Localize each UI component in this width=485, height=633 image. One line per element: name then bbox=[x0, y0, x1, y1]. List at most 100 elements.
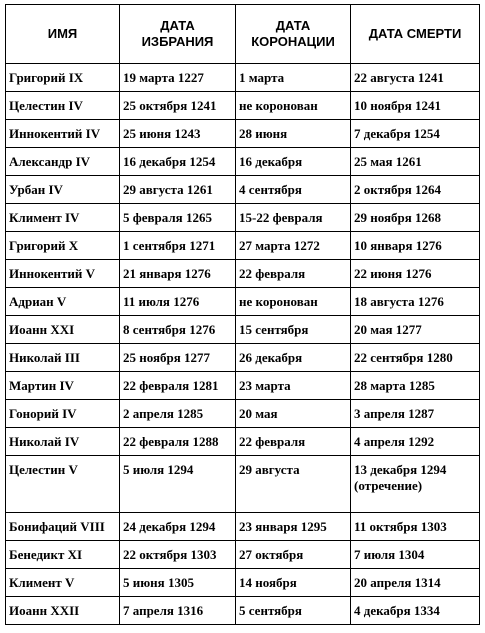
header-name: ИМЯ bbox=[5, 4, 120, 64]
cell-death-date-text: 28 марта 1285 bbox=[354, 377, 435, 393]
cell-name: Бенедикт XI bbox=[5, 540, 120, 569]
cell-coronation-date: 23 января 1295 bbox=[235, 512, 351, 541]
cell-name-text: Адриан V bbox=[9, 293, 67, 309]
cell-election-date-text: 11 июля 1276 bbox=[123, 293, 200, 309]
cell-coronation-date: 22 февраля bbox=[235, 259, 351, 288]
cell-election-date-text: 5 июля 1294 bbox=[123, 462, 194, 477]
header-election-date: ДАТА ИЗБРАНИЯ bbox=[119, 4, 236, 64]
cell-election-date-text: 1 сентября 1271 bbox=[123, 237, 216, 253]
cell-death-date: 22 сентября 1280 bbox=[350, 343, 480, 372]
cell-coronation-date: 15-22 февраля bbox=[235, 203, 351, 232]
cell-coronation-date-text: 4 сентября bbox=[239, 181, 302, 197]
cell-death-date: 18 августа 1276 bbox=[350, 287, 480, 316]
cell-death-date: 28 марта 1285 bbox=[350, 371, 480, 400]
table-row: Григорий X 1 сентября 1271 27 марта 1272 10… bbox=[5, 231, 480, 260]
cell-election-date-text: 5 июня 1305 bbox=[123, 574, 194, 590]
cell-name-text: Иоанн XXI bbox=[9, 321, 75, 337]
table-row: Гонорий IV 2 апреля 1285 20 мая 3 апреля 12… bbox=[5, 399, 480, 428]
cell-death-date-text: 2 октября 1264 bbox=[354, 181, 442, 197]
cell-name-text: Целестин V bbox=[9, 462, 78, 477]
cell-death-date-text: 22 июня 1276 bbox=[354, 265, 432, 281]
cell-death-date: 22 июня 1276 bbox=[350, 259, 480, 288]
header-death-date: ДАТА СМЕРТИ bbox=[350, 4, 480, 64]
header-death-date-line: ДАТА СМЕРТИ bbox=[368, 26, 462, 41]
cell-death-date: 10 ноября 1241 bbox=[350, 91, 480, 120]
table-row: Целестин V 5 июля 1294 29 августа 13 декабр… bbox=[5, 455, 480, 513]
cell-name-text: Николай III bbox=[9, 349, 80, 365]
cell-coronation-date-text: 23 марта bbox=[239, 377, 291, 393]
cell-election-date: 7 апреля 1316 bbox=[119, 596, 236, 625]
table-row: Иоанн XXII 7 апреля 1316 5 сентября 4 декаб… bbox=[5, 596, 480, 625]
cell-name: Николай III bbox=[5, 343, 120, 372]
cell-name-text: Климент V bbox=[9, 574, 75, 590]
table-row: Николай III 25 ноября 1277 26 декабря 22 се… bbox=[5, 343, 480, 372]
table-row: Григорий IX 19 марта 1227 1 марта 22 август… bbox=[5, 63, 480, 92]
cell-name: Николай IV bbox=[5, 427, 120, 456]
cell-coronation-date: 27 марта 1272 bbox=[235, 231, 351, 260]
cell-election-date: 24 декабря 1294 bbox=[119, 512, 236, 541]
cell-name-text: Григорий IX bbox=[9, 69, 84, 85]
cell-election-date-text: 8 сентября 1276 bbox=[123, 321, 216, 337]
cell-death-date: 22 августа 1241 bbox=[350, 63, 480, 92]
cell-election-date: 1 сентября 1271 bbox=[119, 231, 236, 260]
cell-election-date: 5 июня 1305 bbox=[119, 568, 236, 597]
cell-death-date: 29 ноября 1268 bbox=[350, 203, 480, 232]
cell-name: Целестин IV bbox=[5, 91, 120, 120]
cell-election-date: 22 февраля 1281 bbox=[119, 371, 236, 400]
cell-name-text: Мартин IV bbox=[9, 377, 74, 393]
cell-coronation-date-text: 14 ноября bbox=[239, 574, 297, 590]
table-row: Бонифаций VIII 24 декабря 1294 23 января 1… bbox=[5, 512, 480, 541]
cell-death-date: 13 декабря 1294 (отречение) bbox=[350, 455, 480, 513]
header-name-line: ИМЯ bbox=[47, 26, 78, 41]
cell-death-date: 2 октября 1264 bbox=[350, 175, 480, 204]
cell-name-text: Климент IV bbox=[9, 209, 80, 225]
cell-election-date: 2 апреля 1285 bbox=[119, 399, 236, 428]
cell-name-text: Гонорий IV bbox=[9, 405, 77, 421]
cell-name-text: Урбан IV bbox=[9, 181, 63, 197]
cell-name-text: Иоанн XXII bbox=[9, 602, 80, 618]
table-row: Иннокентий IV 25 июня 1243 28 июня 7 декабр… bbox=[5, 119, 480, 148]
cell-death-date-text: 7 июля 1304 bbox=[354, 546, 425, 562]
cell-coronation-date: не коронован bbox=[235, 91, 351, 120]
cell-coronation-date-text: 27 марта 1272 bbox=[239, 237, 320, 253]
abdication-note: (отречение) bbox=[354, 478, 423, 493]
cell-coronation-date: 20 мая bbox=[235, 399, 351, 428]
cell-death-date-text: 11 октября 1303 bbox=[354, 518, 447, 534]
popes-table-container: ИМЯ ДАТА ИЗБРАНИЯ ДАТА КОРОНАЦИИ ДАТА СМЕРТИ … bbox=[5, 4, 480, 625]
header-coronation-date: ДАТА КОРОНАЦИИ bbox=[235, 4, 351, 64]
cell-death-date-text: 22 августа 1241 bbox=[354, 69, 444, 85]
cell-election-date: 8 сентября 1276 bbox=[119, 315, 236, 344]
table-row: Бенедикт XI 22 октября 1303 27 октября 7 ию… bbox=[5, 540, 480, 569]
cell-coronation-date-text: 27 октября bbox=[239, 546, 304, 562]
cell-coronation-date-text: 22 февраля bbox=[239, 433, 306, 449]
cell-death-date: 3 апреля 1287 bbox=[350, 399, 480, 428]
cell-name: Иннокентий IV bbox=[5, 119, 120, 148]
cell-name-text: Целестин IV bbox=[9, 97, 83, 113]
cell-coronation-date-text: 1 марта bbox=[239, 69, 285, 85]
cell-coronation-date: 1 марта bbox=[235, 63, 351, 92]
cell-election-date-text: 22 октября 1303 bbox=[123, 546, 217, 562]
table-row: Иоанн XXI 8 сентября 1276 15 сентября 20 ма… bbox=[5, 315, 480, 344]
table-row: Иннокентий V 21 января 1276 22 февраля 22 и… bbox=[5, 259, 480, 288]
cell-death-date-text: 20 мая 1277 bbox=[354, 321, 422, 337]
cell-coronation-date: 22 февраля bbox=[235, 427, 351, 456]
cell-death-date: 4 апреля 1292 bbox=[350, 427, 480, 456]
cell-coronation-date-text: 16 декабря bbox=[239, 153, 303, 169]
cell-name-text: Бонифаций VIII bbox=[9, 518, 105, 534]
cell-death-date: 4 декабря 1334 bbox=[350, 596, 480, 625]
cell-death-date: 10 января 1276 bbox=[350, 231, 480, 260]
cell-name: Гонорий IV bbox=[5, 399, 120, 428]
table-row: Климент IV 5 февраля 1265 15-22 февраля 29 … bbox=[5, 203, 480, 232]
table-row: Климент V 5 июня 1305 14 ноября 20 апреля 1… bbox=[5, 568, 480, 597]
cell-coronation-date-text: 22 февраля bbox=[239, 265, 306, 281]
table-row: Николай IV 22 февраля 1288 22 февраля 4 апр… bbox=[5, 427, 480, 456]
cell-death-date-text: 29 ноября 1268 bbox=[354, 209, 442, 225]
cell-coronation-date-text: 15 сентября bbox=[239, 321, 309, 337]
cell-death-date-text: 4 декабря 1334 bbox=[354, 602, 440, 618]
cell-election-date-text: 25 ноября 1277 bbox=[123, 349, 211, 365]
cell-coronation-date: 16 декабря bbox=[235, 147, 351, 176]
cell-election-date-text: 22 февраля 1281 bbox=[123, 377, 219, 393]
cell-election-date-text: 2 апреля 1285 bbox=[123, 405, 204, 421]
cell-coronation-date-text: 5 сентября bbox=[239, 602, 302, 618]
cell-name: Бонифаций VIII bbox=[5, 512, 120, 541]
